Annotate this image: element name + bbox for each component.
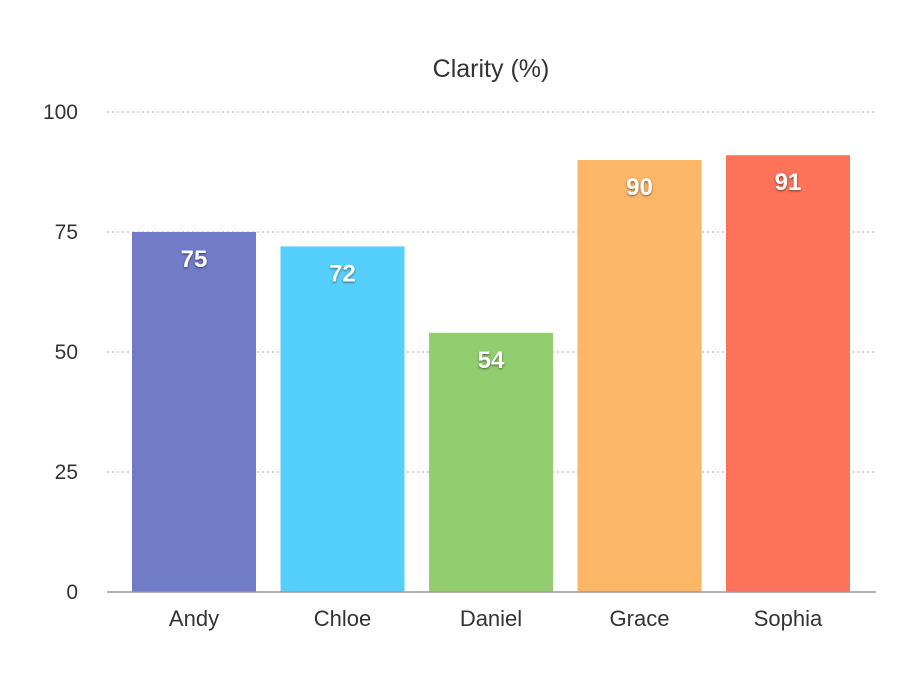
y-tick-label: 50 [55,341,78,364]
y-tick-label: 25 [55,461,78,484]
y-tick-label: 0 [66,581,78,604]
chart-title: Clarity (%) [433,55,550,83]
x-tick-label: Grace [610,606,670,631]
bar-value-label: 54 [478,347,505,374]
bar-andy [132,232,256,592]
x-tick-label: Andy [169,606,219,631]
bar-value-label: 72 [329,260,356,287]
bars: 75 72 54 90 91 [132,155,850,592]
y-axis-ticks: 0 25 50 75 100 [43,101,78,604]
x-tick-label: Chloe [314,606,371,631]
y-tick-label: 75 [55,221,78,244]
bar-daniel [429,332,553,592]
bar-value-label: 75 [181,246,208,273]
bar-sophia [726,155,850,592]
y-tick-label: 100 [43,101,78,124]
bar-chloe [280,246,405,592]
bar-value-label: 90 [626,174,653,201]
x-tick-label: Sophia [754,606,823,631]
bar-value-label: 91 [775,169,802,196]
bar-grace [577,160,702,592]
x-axis-labels: Andy Chloe Daniel Grace Sophia [169,606,823,631]
x-tick-label: Daniel [460,606,522,631]
